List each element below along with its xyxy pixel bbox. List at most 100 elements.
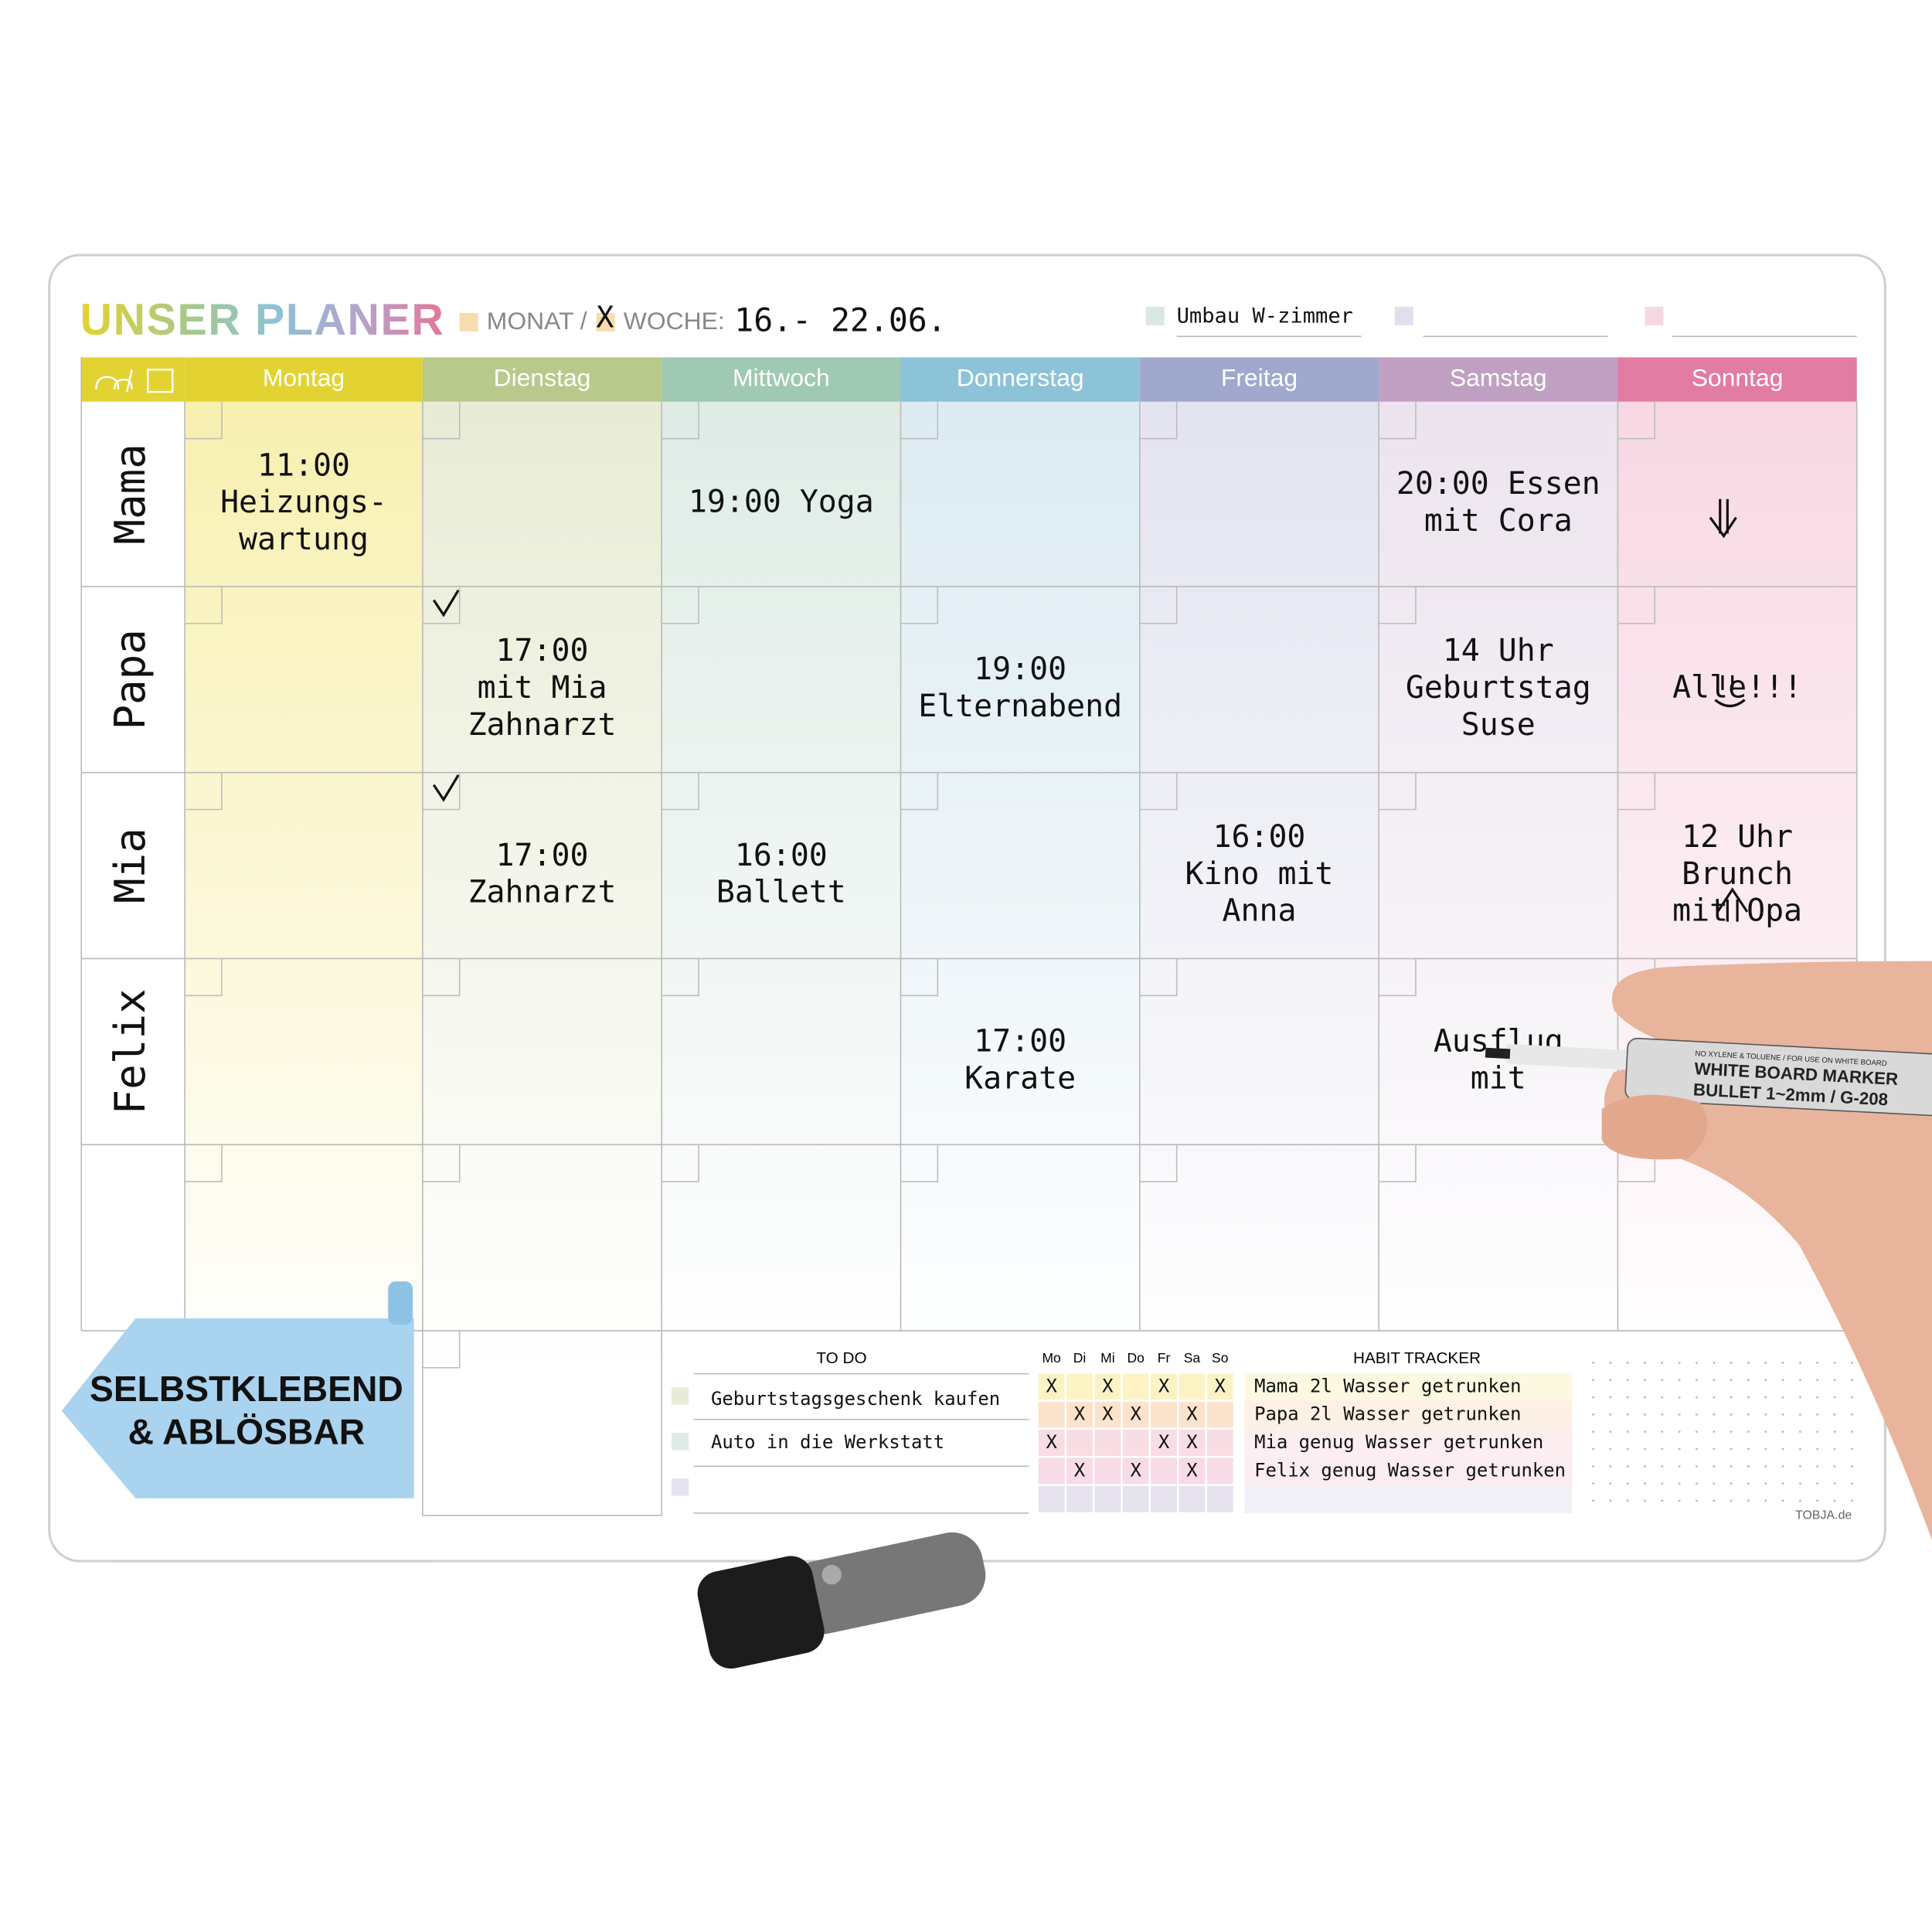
dot xyxy=(1816,1413,1819,1416)
day-label: Samstag xyxy=(1450,363,1547,391)
cell-checkbox xyxy=(1139,958,1178,997)
text-line: 17:00 xyxy=(974,1023,1066,1059)
cell-checkbox xyxy=(1617,772,1656,811)
dot xyxy=(1592,1361,1594,1364)
day-header xyxy=(1617,357,1857,402)
dot xyxy=(1730,1413,1733,1416)
dot xyxy=(1764,1499,1767,1502)
badge-fold xyxy=(388,1281,413,1325)
cell-checkbox xyxy=(1379,772,1417,811)
dot xyxy=(1833,1464,1836,1468)
dot xyxy=(1850,1482,1853,1485)
dot xyxy=(1678,1413,1681,1416)
habit-day: Mi xyxy=(1100,1350,1114,1366)
todo-box xyxy=(671,1433,689,1451)
dot xyxy=(1626,1430,1629,1434)
dot xyxy=(1747,1413,1750,1416)
habit-mark: X xyxy=(1046,1431,1057,1453)
todo-box xyxy=(671,1478,689,1496)
bottom-section: TO DO Geburtstagsgeschenk kaufen Auto in d… xyxy=(671,1349,1853,1515)
dot xyxy=(1661,1361,1664,1364)
habit-line-bg xyxy=(1244,1457,1573,1485)
dot xyxy=(1678,1361,1681,1364)
dot xyxy=(1798,1396,1801,1399)
column-bg xyxy=(422,401,662,1331)
text-line: Zahnarzt xyxy=(468,706,617,742)
dot xyxy=(1678,1396,1681,1399)
habit-row xyxy=(1037,1485,1234,1513)
cell-checkbox xyxy=(1139,772,1178,811)
cell-checkbox xyxy=(422,1145,461,1182)
header-icon xyxy=(95,369,174,393)
planner-grid: Montag Dienstag Mittwoch Donnerstag Freitag S… xyxy=(80,357,1858,1516)
dot xyxy=(1816,1361,1819,1364)
dot xyxy=(1781,1499,1784,1502)
habit-item: Papa 2l Wasser getrunken xyxy=(1254,1403,1521,1425)
text-line: wartung xyxy=(239,521,369,556)
day-label: Dienstag xyxy=(494,363,591,391)
text-line: Heizungs- xyxy=(220,485,387,520)
cell-checkbox xyxy=(422,586,461,624)
dot xyxy=(1730,1482,1733,1485)
dot xyxy=(1747,1396,1750,1399)
day-label: Mittwoch xyxy=(733,363,830,391)
habit-day: Fr xyxy=(1158,1350,1171,1366)
text-line: 11:00 xyxy=(257,447,350,483)
dot xyxy=(1730,1361,1733,1364)
dot xyxy=(1747,1361,1750,1364)
todo-title: TO DO xyxy=(816,1349,866,1367)
cell-checkbox xyxy=(662,401,699,440)
text-line: Kino mit xyxy=(1185,855,1334,891)
cell-checkbox xyxy=(1379,958,1417,997)
habit-mark: X xyxy=(1102,1375,1114,1396)
note-box xyxy=(1645,307,1664,325)
text-line: 17:00 xyxy=(496,633,589,668)
habit-day: Do xyxy=(1128,1350,1145,1366)
day-label: Donnerstag xyxy=(957,363,1084,391)
week-mark: X xyxy=(596,300,614,335)
row-name: Papa xyxy=(106,629,155,730)
dot xyxy=(1747,1464,1750,1468)
dot xyxy=(1850,1447,1853,1451)
habit-mark: X xyxy=(1131,1459,1142,1481)
dot xyxy=(1798,1379,1801,1382)
dot xyxy=(1833,1447,1836,1451)
dot xyxy=(1833,1499,1836,1502)
header-corner xyxy=(81,357,185,402)
dot xyxy=(1713,1482,1716,1485)
dot xyxy=(1644,1430,1646,1434)
badge xyxy=(61,1318,414,1498)
dot xyxy=(1713,1361,1716,1364)
dot xyxy=(1678,1499,1681,1502)
week-label: WOCHE: xyxy=(624,307,725,335)
dot xyxy=(1798,1413,1801,1416)
dot xyxy=(1850,1430,1853,1434)
dot xyxy=(1626,1447,1629,1451)
cell-checkbox xyxy=(185,772,223,811)
dot xyxy=(1696,1361,1698,1364)
dot xyxy=(1730,1447,1733,1451)
habit-title: HABIT TRACKER xyxy=(1353,1349,1481,1367)
legend-box xyxy=(459,312,478,332)
dot xyxy=(1781,1396,1784,1399)
dot xyxy=(1730,1499,1733,1502)
dot xyxy=(1609,1361,1612,1364)
habit-mark: X xyxy=(1186,1459,1198,1481)
dot xyxy=(1816,1464,1819,1468)
cell-entry: 12 Uhr Brunch mit Opa xyxy=(1672,818,1802,928)
text-line: mit xyxy=(1471,1060,1526,1096)
dot xyxy=(1644,1482,1646,1485)
dot xyxy=(1696,1396,1698,1399)
todo-box xyxy=(671,1387,689,1405)
dot xyxy=(1713,1413,1716,1416)
cell-checkbox xyxy=(422,772,461,811)
thumb xyxy=(1601,1094,1708,1160)
dot xyxy=(1661,1499,1664,1502)
cell-entry: 19:00 Elternabend xyxy=(918,651,1122,724)
dot xyxy=(1816,1396,1819,1399)
cell-checkbox xyxy=(1139,586,1178,624)
eraser xyxy=(697,1532,986,1669)
note-box xyxy=(1394,307,1413,325)
dot xyxy=(1781,1379,1784,1382)
dot xyxy=(1592,1413,1594,1416)
